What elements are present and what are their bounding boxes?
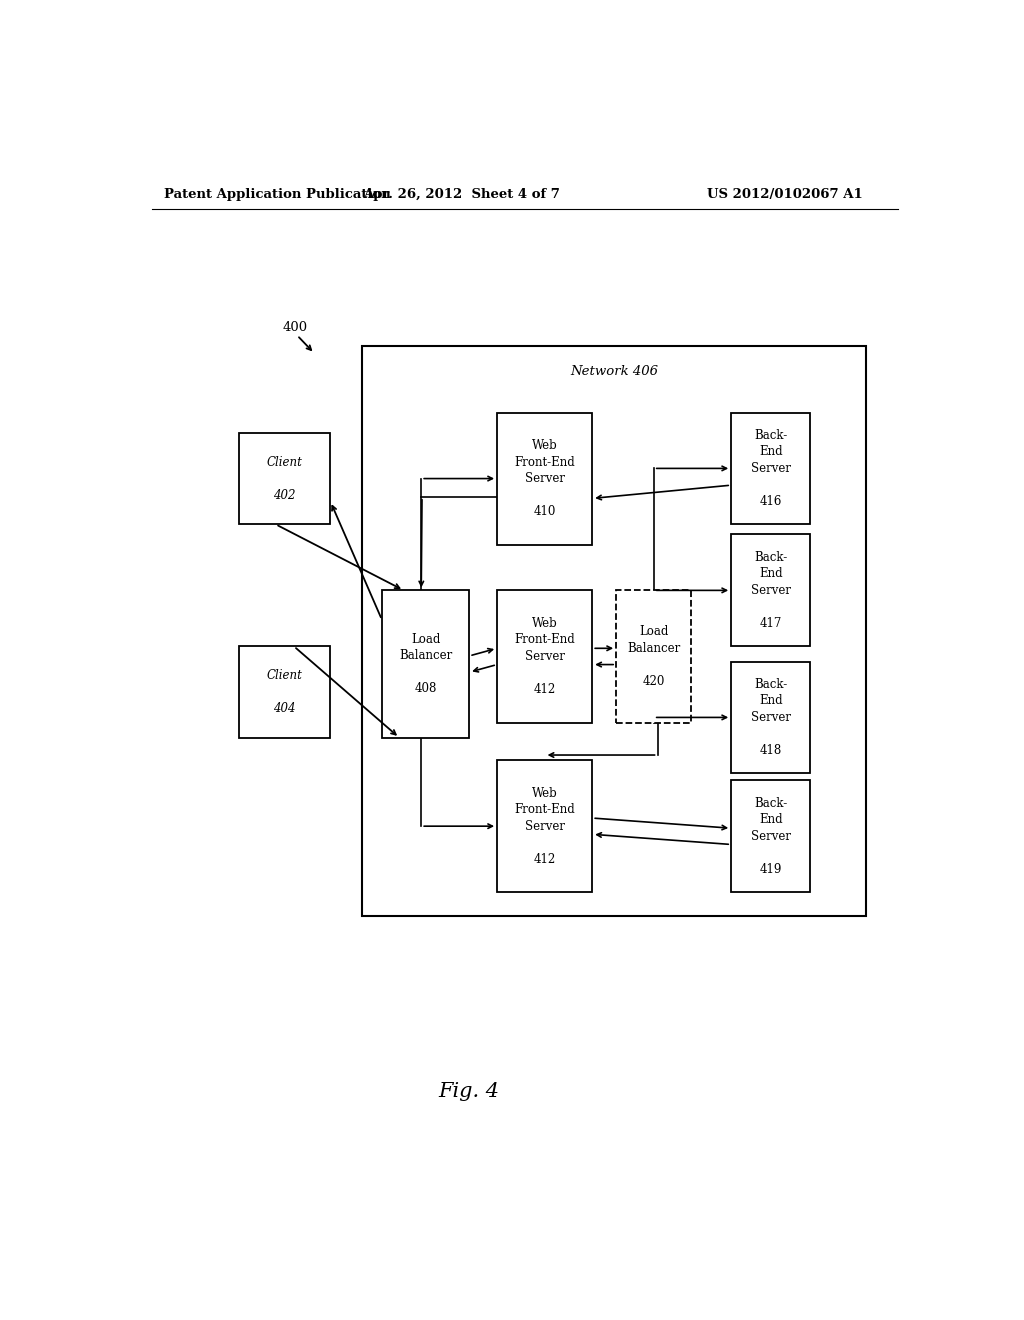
- Text: Back-
End
Server

418: Back- End Server 418: [751, 678, 791, 756]
- Text: Web
Front-End
Server

410: Web Front-End Server 410: [514, 440, 575, 517]
- Bar: [731, 413, 811, 524]
- Bar: [731, 780, 811, 892]
- Text: Load
Balancer

408: Load Balancer 408: [399, 632, 453, 696]
- Text: Patent Application Publication: Patent Application Publication: [164, 189, 390, 202]
- Text: Back-
End
Server

416: Back- End Server 416: [751, 429, 791, 508]
- Text: Client

404: Client 404: [267, 669, 303, 715]
- Bar: [731, 535, 811, 647]
- Bar: [497, 590, 592, 722]
- Text: Fig. 4: Fig. 4: [438, 1082, 500, 1101]
- Bar: [497, 760, 592, 892]
- Text: Network 406: Network 406: [570, 364, 658, 378]
- Text: Client

402: Client 402: [267, 455, 303, 502]
- Bar: [240, 433, 331, 524]
- Text: Load
Balancer

420: Load Balancer 420: [627, 626, 680, 688]
- Bar: [382, 590, 469, 738]
- Bar: [616, 590, 691, 722]
- Text: Back-
End
Server

417: Back- End Server 417: [751, 550, 791, 630]
- Text: US 2012/0102067 A1: US 2012/0102067 A1: [708, 189, 863, 202]
- Text: Apr. 26, 2012  Sheet 4 of 7: Apr. 26, 2012 Sheet 4 of 7: [362, 189, 560, 202]
- Bar: [497, 413, 592, 545]
- Text: Web
Front-End
Server

412: Web Front-End Server 412: [514, 616, 575, 696]
- Text: Web
Front-End
Server

412: Web Front-End Server 412: [514, 787, 575, 866]
- Text: 400: 400: [283, 321, 308, 334]
- Bar: [362, 346, 866, 916]
- Bar: [731, 661, 811, 774]
- Text: Back-
End
Server

419: Back- End Server 419: [751, 797, 791, 876]
- Bar: [240, 647, 331, 738]
